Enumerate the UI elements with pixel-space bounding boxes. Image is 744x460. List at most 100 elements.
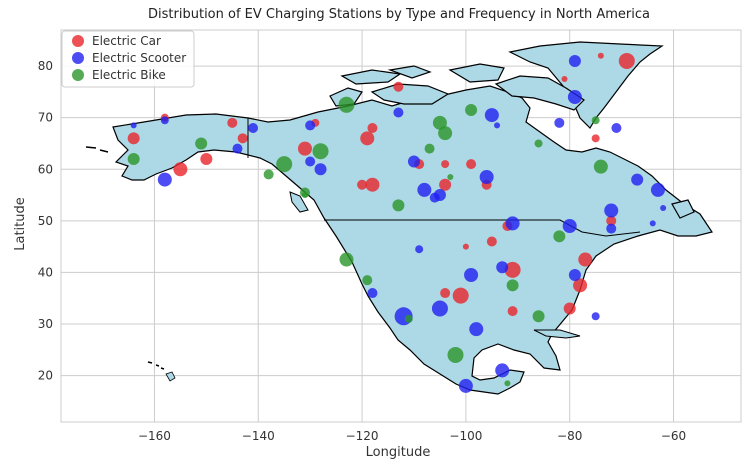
cuba <box>533 329 581 339</box>
electric-scooter-point <box>160 116 169 125</box>
electric-scooter-point <box>367 288 378 299</box>
electric-bike-point <box>276 156 293 173</box>
electric-bike-point <box>438 126 453 141</box>
scatter-points <box>127 52 667 393</box>
electric-car-point <box>462 243 469 250</box>
y-tick-label: 50 <box>38 214 53 228</box>
electric-scooter-point <box>554 117 565 128</box>
y-tick-label: 20 <box>38 369 53 383</box>
electric-bike-point <box>447 174 454 180</box>
electric-scooter-point <box>604 203 619 218</box>
electric-scooter-point <box>567 90 582 105</box>
electric-bike-point <box>553 230 566 243</box>
legend-marker-electric-bike <box>72 69 84 81</box>
electric-scooter-point <box>407 155 420 168</box>
legend: Electric Car Electric Scooter Electric Bik… <box>61 30 195 88</box>
electric-car-point <box>561 76 568 82</box>
electric-scooter-point <box>495 363 510 378</box>
electric-scooter-point <box>429 192 440 203</box>
x-tick-label: −160 <box>138 429 171 443</box>
electric-scooter-point <box>417 182 432 197</box>
arctic-island-north <box>387 65 432 79</box>
electric-scooter-point <box>305 156 316 167</box>
electric-car-point <box>365 177 380 192</box>
electric-scooter-point <box>464 268 479 282</box>
electric-car-point <box>440 288 451 299</box>
electric-scooter-point <box>305 120 316 131</box>
electric-scooter-point <box>232 143 243 154</box>
electric-scooter-point <box>157 172 172 187</box>
electric-car-point <box>357 179 368 190</box>
electric-scooter-point <box>469 322 484 337</box>
axis-ticks: −160 −140 −120 −100 −80 −60 20 30 40 50 60 70 80 <box>38 59 686 443</box>
aleutian-islands <box>85 146 109 153</box>
vancouver-island <box>289 191 309 213</box>
electric-bike-point <box>432 115 447 130</box>
electric-scooter-point <box>248 123 259 133</box>
legend-label-electric-scooter: Electric Scooter <box>92 51 186 65</box>
electric-scooter-point <box>458 378 473 393</box>
electric-scooter-point <box>568 54 581 67</box>
electric-car-point <box>591 134 600 143</box>
electric-bike-point <box>312 143 329 160</box>
electric-bike-point <box>392 199 405 212</box>
electric-scooter-point <box>611 123 622 133</box>
electric-scooter-point <box>431 300 448 317</box>
electric-car-point <box>441 160 450 169</box>
electric-scooter-point <box>484 108 499 123</box>
electric-bike-point <box>195 137 208 150</box>
x-tick-label: −140 <box>242 429 275 443</box>
y-tick-label: 60 <box>38 162 53 176</box>
legend-marker-electric-car <box>72 35 84 47</box>
electric-car-point <box>227 117 238 128</box>
electric-bike-point <box>591 116 600 125</box>
plot-area-frame <box>60 29 742 423</box>
x-axis-label: Longitude <box>366 445 431 460</box>
electric-car-point <box>597 52 604 59</box>
electric-car-point <box>563 302 576 315</box>
electric-scooter-point <box>650 182 665 197</box>
electric-car-point <box>486 236 497 247</box>
electric-car-point <box>466 159 477 170</box>
electric-car-point <box>360 131 375 146</box>
electric-scooter-point <box>631 173 644 186</box>
electric-scooter-point <box>591 312 600 321</box>
chart-title: Distribution of EV Charging Stations by … <box>148 7 650 22</box>
electric-scooter-point <box>130 122 137 129</box>
electric-bike-point <box>338 96 355 113</box>
hawaii-islands <box>147 361 165 370</box>
electric-car-point <box>439 178 452 191</box>
electric-bike-point <box>465 103 478 116</box>
y-tick-label: 70 <box>38 111 53 125</box>
electric-scooter-point <box>494 122 501 129</box>
electric-bike-point <box>404 314 413 323</box>
electric-car-point <box>578 252 593 267</box>
electric-car-point <box>452 287 469 304</box>
y-tick-label: 80 <box>38 59 53 73</box>
electric-bike-point <box>534 139 543 148</box>
arctic-island-victoria <box>370 83 450 105</box>
electric-car-point <box>367 123 378 133</box>
electric-car-point <box>606 215 617 226</box>
arctic-island-queen-elizabeth <box>340 69 402 85</box>
electric-car-point <box>618 52 635 69</box>
electric-bike-point <box>362 275 373 286</box>
x-tick-label: −120 <box>346 429 379 443</box>
electric-scooter-point <box>393 107 404 118</box>
electric-bike-point <box>301 192 308 199</box>
electric-scooter-point <box>505 216 520 231</box>
electric-bike-point <box>504 380 511 387</box>
x-tick-label: −60 <box>661 429 686 443</box>
electric-bike-point <box>447 346 464 363</box>
electric-scooter-point <box>479 170 494 184</box>
electric-scooter-point <box>606 223 617 234</box>
y-axis-label: Latitude <box>13 197 28 251</box>
north-america-map <box>85 41 713 395</box>
x-tick-label: −100 <box>449 429 482 443</box>
electric-car-point <box>507 306 518 317</box>
arctic-island-ellesmere <box>448 63 505 83</box>
electric-scooter-point <box>568 269 581 281</box>
electric-bike-point <box>593 159 608 174</box>
hawaii-big-island <box>165 371 176 382</box>
